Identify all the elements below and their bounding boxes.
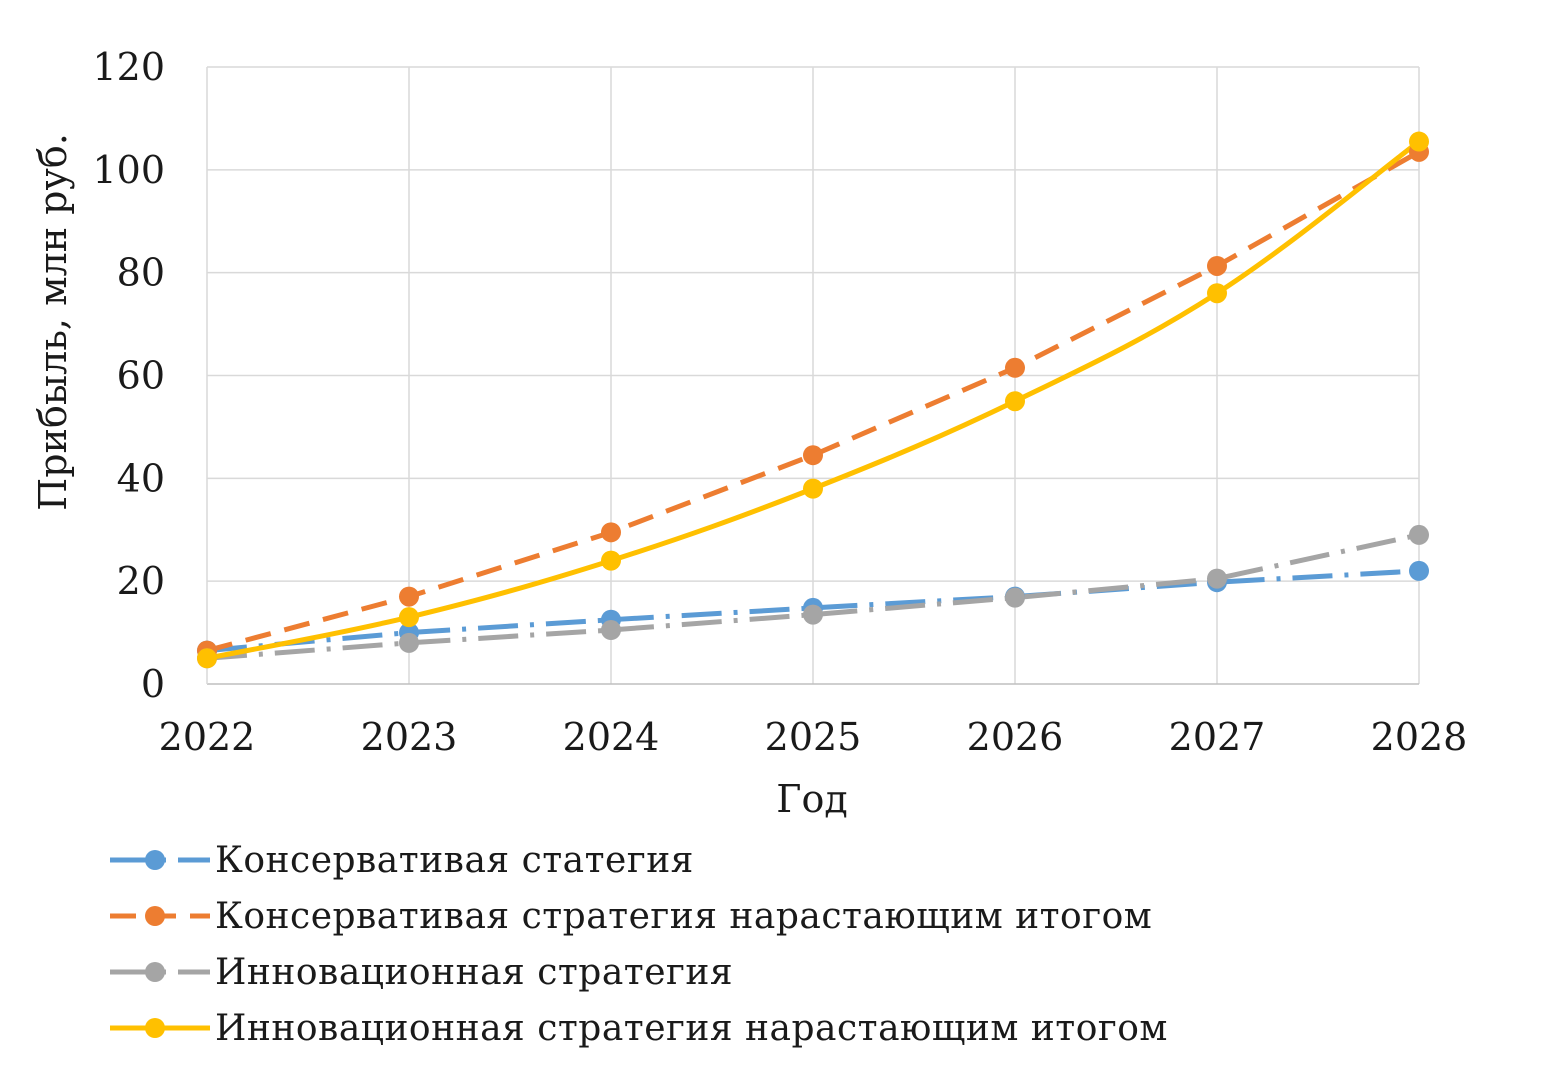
series-3-point-2025	[803, 604, 823, 625]
legend-label-2: Консервативая стратегия нарастающим итог…	[215, 896, 1152, 937]
series-2-point-2027	[1207, 255, 1227, 276]
series-2-point-2025	[803, 445, 823, 466]
series-2-point-2026	[1005, 357, 1025, 378]
x-axis-title: Год	[776, 777, 847, 821]
legend-marker-1	[145, 850, 165, 870]
legend-marker-2	[145, 906, 165, 926]
gridlines	[207, 66, 1420, 684]
series-4-point-2023	[399, 607, 419, 628]
y-axis-title: Прибыль, млн руб.	[31, 133, 75, 511]
legend-marker-3	[145, 962, 165, 982]
series-4-point-2022	[197, 648, 217, 669]
x-tick-label: 2027	[1169, 715, 1266, 759]
series-1-point-2028	[1409, 560, 1429, 581]
series-3-point-2023	[399, 632, 419, 653]
series-4-point-2024	[601, 550, 621, 571]
x-tick-label: 2023	[361, 715, 458, 759]
series-2-point-2023	[399, 586, 419, 607]
series-4-point-2027	[1207, 283, 1227, 304]
legend-label-1: Консервативая статегия	[215, 840, 694, 881]
y-tick-label: 20	[117, 559, 165, 603]
legend-label-4: Инновационная стратегия нарастающим итог…	[215, 1008, 1168, 1049]
series-3-point-2028	[1409, 524, 1429, 545]
y-tick-label: 40	[117, 456, 165, 500]
y-tick-label: 100	[92, 148, 165, 192]
legend-label-3: Инновационная стратегия	[215, 952, 733, 993]
legend-item-2: Консервативая стратегия нарастающим итог…	[110, 896, 1152, 937]
series-3-point-2026	[1005, 587, 1025, 608]
series-points	[197, 131, 1429, 669]
legend-item-1: Консервативая статегия	[110, 840, 694, 881]
legend-item-4: Инновационная стратегия нарастающим итог…	[110, 1008, 1168, 1049]
series-3-point-2027	[1207, 568, 1227, 589]
y-tick-label: 120	[92, 45, 165, 89]
series-2-point-2024	[601, 522, 621, 543]
x-axis-ticks: 2022 2023 2024 2025 2026 2027 2028	[159, 715, 1468, 759]
x-tick-label: 2026	[967, 715, 1064, 759]
y-tick-label: 0	[141, 662, 165, 706]
y-axis-ticks: 0 20 40 60 80 100 120	[92, 45, 165, 706]
x-tick-label: 2028	[1371, 715, 1468, 759]
series-4-point-2025	[803, 478, 823, 499]
series-3-point-2024	[601, 620, 621, 641]
x-tick-label: 2024	[563, 715, 660, 759]
legend-item-3: Инновационная стратегия	[110, 952, 733, 993]
y-tick-label: 80	[117, 251, 165, 295]
series-4-point-2026	[1005, 391, 1025, 412]
legend: Консервативая статегия Консервативая стра…	[110, 840, 1168, 1049]
y-tick-label: 60	[117, 354, 165, 398]
x-tick-label: 2025	[765, 715, 862, 759]
series-4-point-2028	[1409, 131, 1429, 152]
x-tick-label: 2022	[159, 715, 256, 759]
legend-marker-4	[145, 1018, 165, 1038]
